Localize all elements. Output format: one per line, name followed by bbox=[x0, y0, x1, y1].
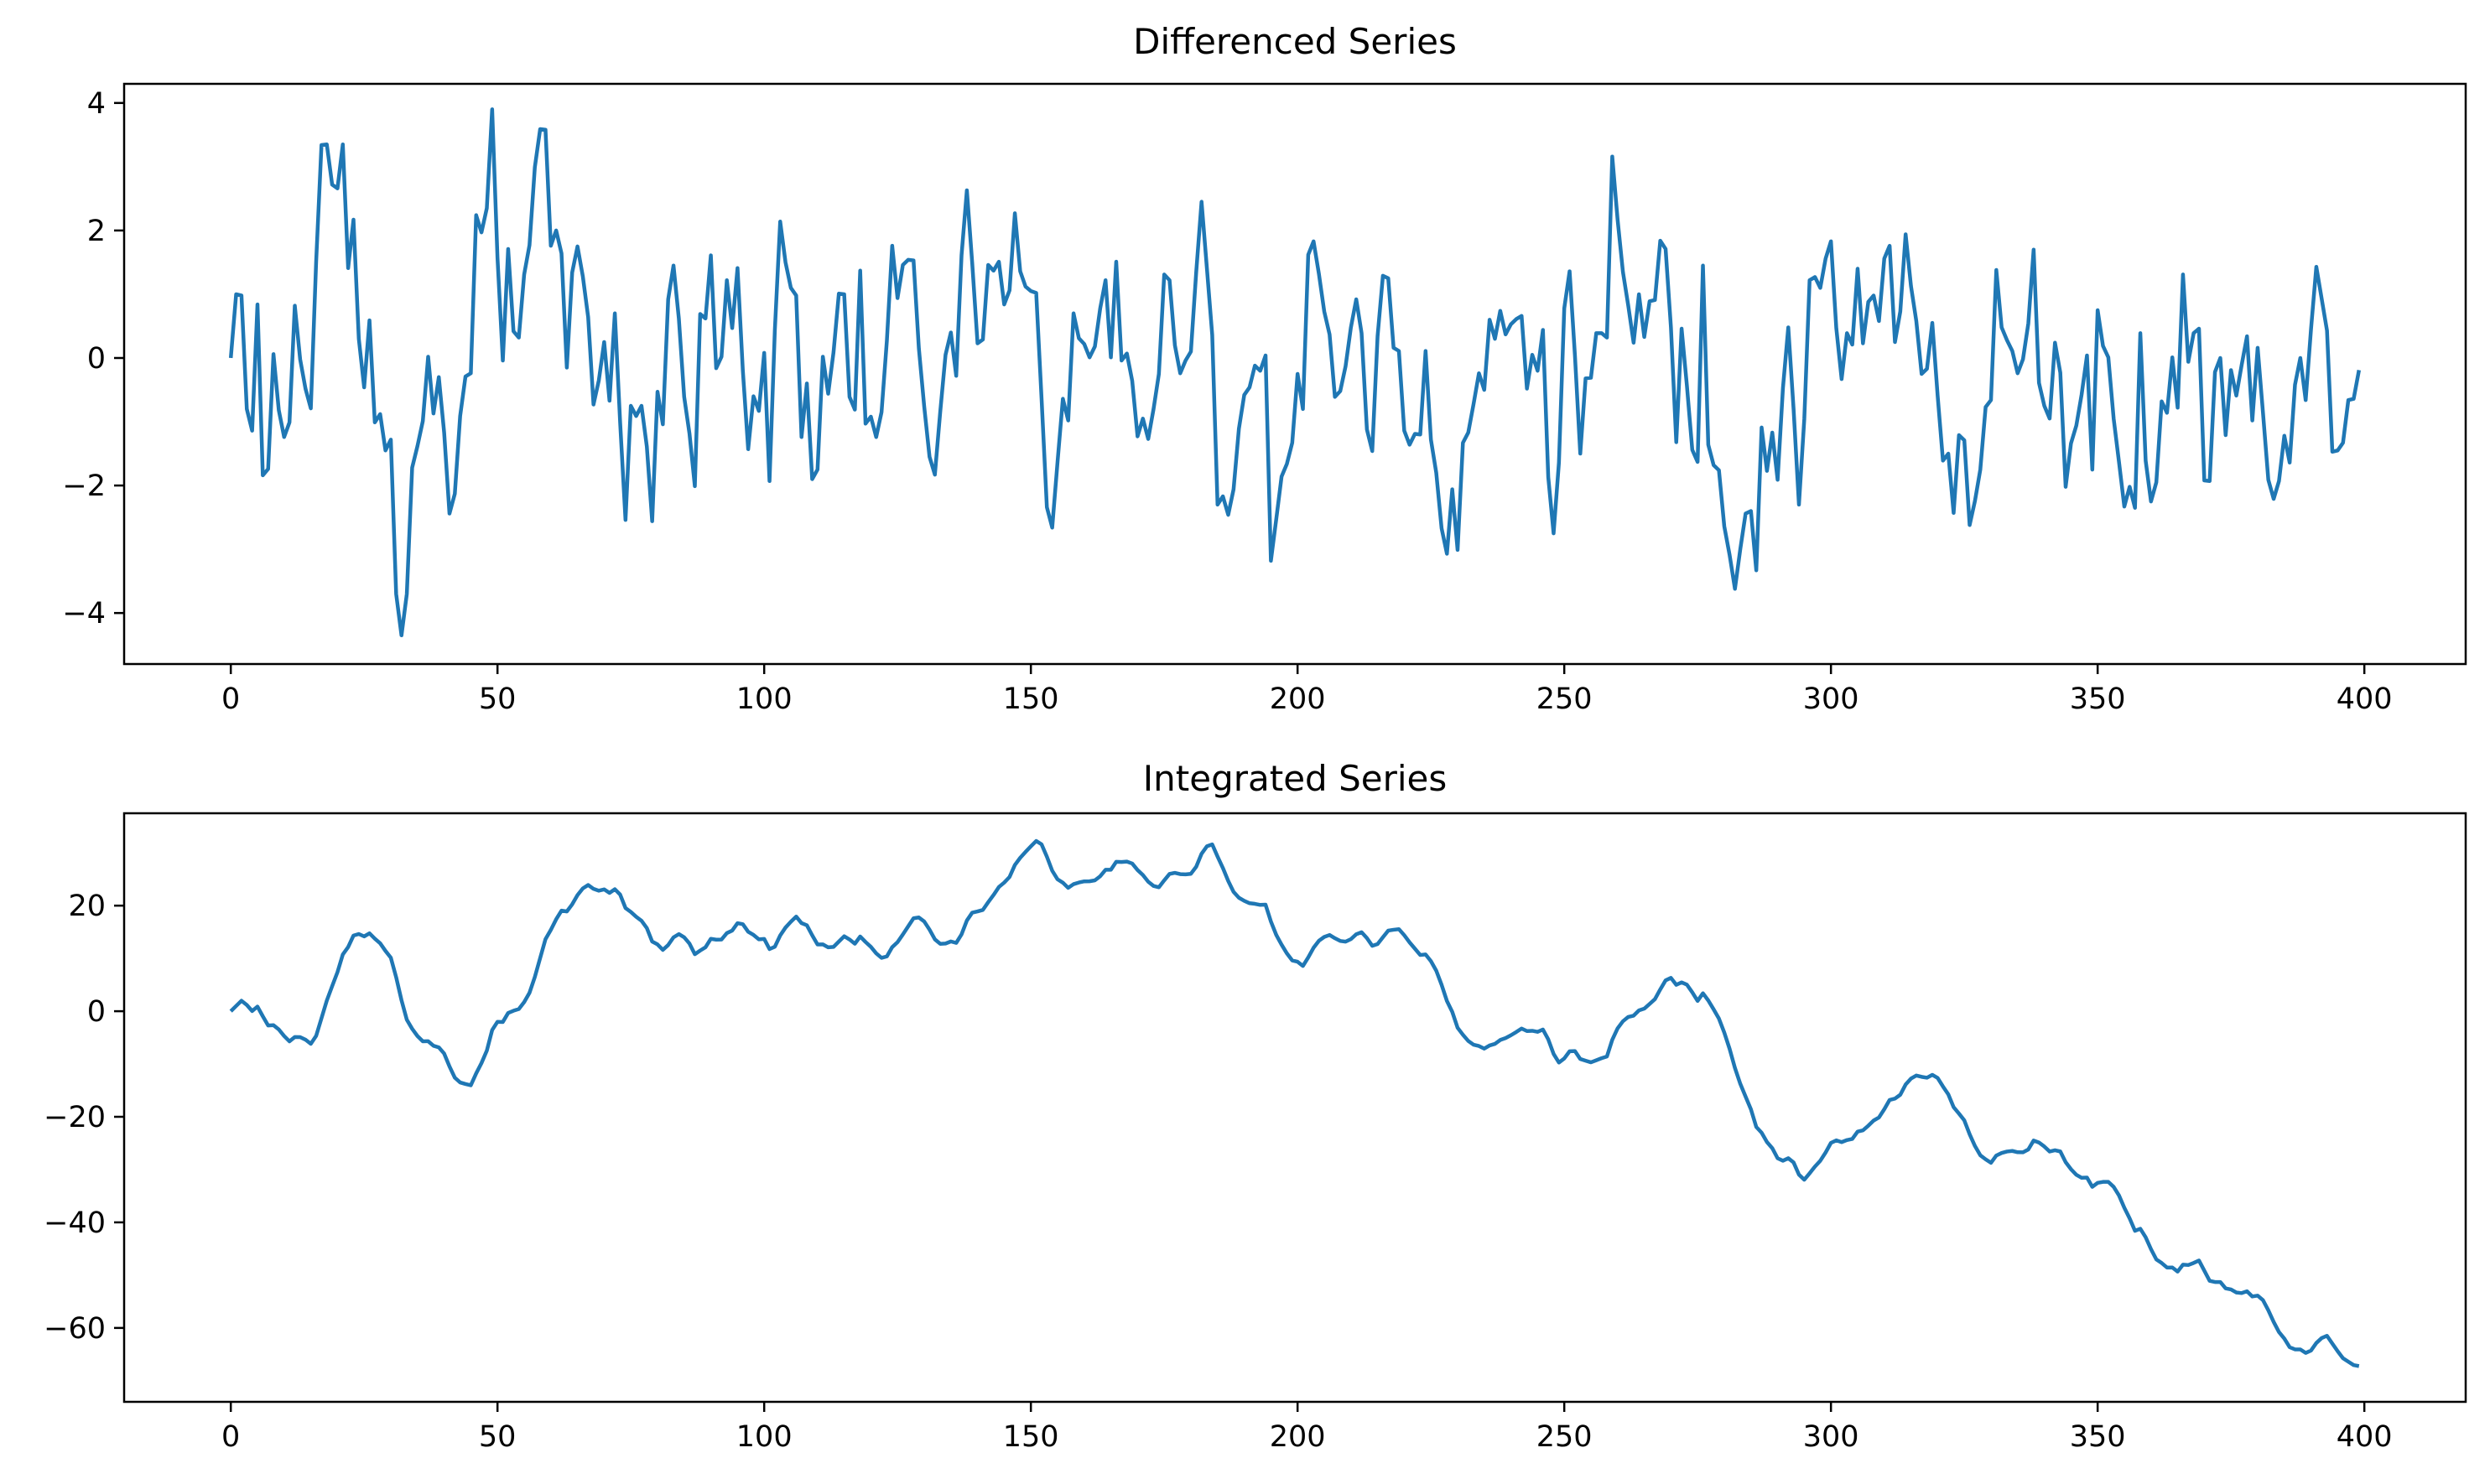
x-tick-label: 350 bbox=[2070, 682, 2126, 716]
x-axis: 0 50 100 150 200 250 300 350 400 bbox=[221, 664, 2393, 716]
x-tick-label: 300 bbox=[1803, 682, 1859, 716]
series-line bbox=[229, 838, 2360, 1368]
x-tick-label: 350 bbox=[2070, 1420, 2126, 1454]
x-tick-label: 200 bbox=[1270, 1420, 1326, 1454]
y-tick-label: −2 bbox=[62, 470, 106, 503]
x-tick-label: 250 bbox=[1536, 1420, 1593, 1454]
x-axis: 0 50 100 150 200 250 300 350 400 bbox=[221, 1402, 2393, 1454]
x-tick-label: 100 bbox=[736, 682, 793, 716]
x-tick-label: 300 bbox=[1803, 1420, 1859, 1454]
integrated-series-panel: Integrated Series 0 50 100 150 200 250 300 350 4… bbox=[44, 758, 2467, 1454]
chart-title: Integrated Series bbox=[1143, 758, 1447, 799]
axes-frame bbox=[122, 82, 2467, 666]
axes-frame bbox=[122, 812, 2467, 1404]
x-tick-label: 200 bbox=[1270, 682, 1326, 716]
series-line bbox=[228, 107, 2362, 638]
chart-title: Differenced Series bbox=[1133, 21, 1457, 62]
x-tick-label: 50 bbox=[479, 1420, 517, 1454]
y-tick-label: 2 bbox=[87, 215, 106, 248]
x-tick-label: 0 bbox=[221, 682, 240, 716]
x-tick-label: 150 bbox=[1003, 682, 1059, 716]
x-tick-label: 400 bbox=[2337, 682, 2393, 716]
x-tick-label: 400 bbox=[2337, 1420, 2393, 1454]
y-tick-label: −20 bbox=[44, 1101, 106, 1134]
y-axis: −60 −40 −20 0 20 bbox=[44, 890, 124, 1346]
y-axis: −4 −2 0 2 4 bbox=[62, 87, 124, 630]
differenced-series-panel: Differenced Series 0 50 100 150 200 250 300 350… bbox=[62, 21, 2467, 716]
y-tick-label: −4 bbox=[62, 597, 106, 630]
y-tick-label: −60 bbox=[44, 1312, 106, 1346]
y-tick-label: 4 bbox=[87, 87, 106, 121]
x-tick-label: 250 bbox=[1536, 682, 1593, 716]
x-tick-label: 0 bbox=[221, 1420, 240, 1454]
x-tick-label: 50 bbox=[479, 682, 517, 716]
y-tick-label: 20 bbox=[68, 890, 106, 923]
x-tick-label: 100 bbox=[736, 1420, 793, 1454]
y-tick-label: 0 bbox=[87, 995, 106, 1029]
y-tick-label: −40 bbox=[44, 1206, 106, 1240]
x-tick-label: 150 bbox=[1003, 1420, 1059, 1454]
y-tick-label: 0 bbox=[87, 342, 106, 376]
